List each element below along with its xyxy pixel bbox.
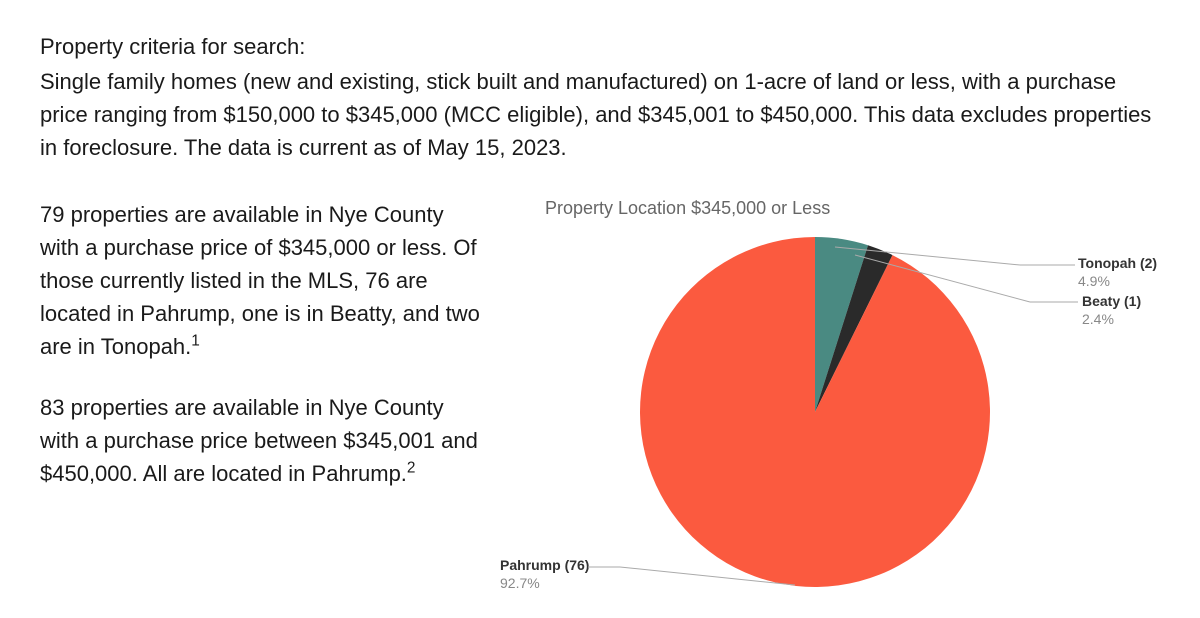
chart-column: Property Location $345,000 or Less Tonop… [500, 198, 1160, 597]
paragraph-1: 79 properties are available in Nye Count… [40, 198, 480, 363]
callout-tonopah-label: Tonopah (2) [1078, 255, 1157, 273]
footnote-1: 1 [191, 333, 200, 350]
header-title: Property criteria for search: [40, 30, 1160, 63]
callout-pahrump-pct: 92.7% [500, 575, 589, 593]
callout-pahrump: Pahrump (76) 92.7% [500, 557, 589, 592]
callout-beaty: Beaty (1) 2.4% [1082, 293, 1141, 328]
header-body: Single family homes (new and existing, s… [40, 65, 1160, 164]
callout-beaty-label: Beaty (1) [1082, 293, 1141, 311]
header-block: Property criteria for search: Single fam… [40, 30, 1160, 164]
pie-slice-pahrump [640, 237, 990, 587]
chart-title: Property Location $345,000 or Less [545, 198, 1160, 219]
footnote-2: 2 [407, 460, 416, 477]
pie-chart: Tonopah (2) 4.9% Beaty (1) 2.4% Pahrump … [500, 227, 1160, 597]
callout-beaty-pct: 2.4% [1082, 311, 1141, 329]
paragraph-1-text: 79 properties are available in Nye Count… [40, 202, 480, 359]
content-row: 79 properties are available in Nye Count… [40, 198, 1160, 597]
callout-pahrump-label: Pahrump (76) [500, 557, 589, 575]
callout-tonopah: Tonopah (2) 4.9% [1078, 255, 1157, 290]
callout-tonopah-pct: 4.9% [1078, 273, 1157, 291]
left-column: 79 properties are available in Nye Count… [40, 198, 480, 597]
paragraph-2: 83 properties are available in Nye Count… [40, 391, 480, 490]
pie-svg [630, 227, 1000, 597]
